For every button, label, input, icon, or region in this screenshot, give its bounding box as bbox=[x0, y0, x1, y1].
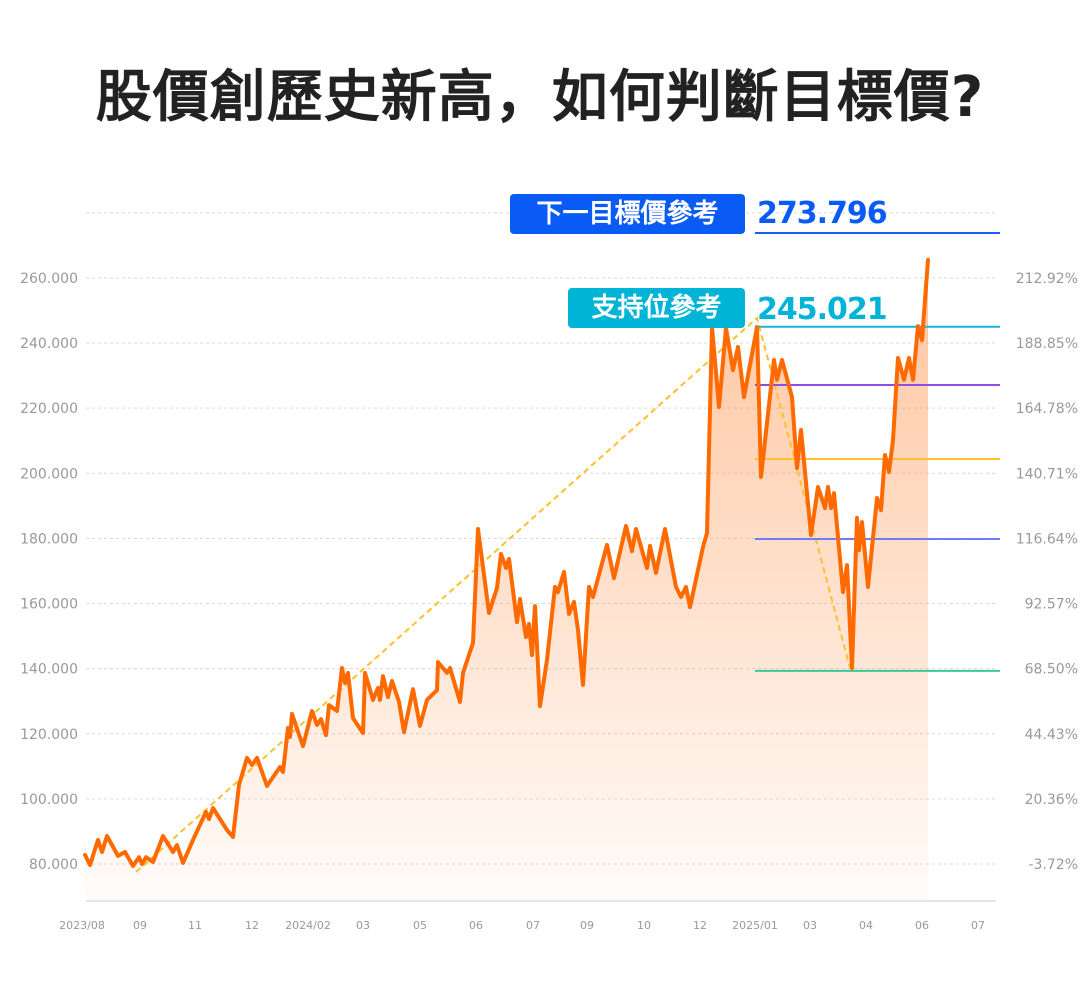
y-left-tick-label: 240.000 bbox=[20, 336, 78, 352]
y-right-tick-label: 140.71% bbox=[1016, 466, 1078, 482]
x-tick-label: 10 bbox=[637, 919, 651, 932]
x-tick-label: 06 bbox=[469, 919, 483, 932]
y-left-tick-label: 220.000 bbox=[20, 401, 78, 417]
support-level-label: 支持位參考 bbox=[568, 288, 745, 328]
support-level-value: 245.021 bbox=[757, 292, 888, 327]
page-title: 股價創歷史新高，如何判斷目標價? bbox=[95, 65, 985, 130]
y-left-tick-label: 260.000 bbox=[20, 271, 78, 287]
y-right-tick-label: 68.50% bbox=[1025, 662, 1078, 678]
price-line bbox=[83, 258, 930, 868]
y-right-tick-label: -3.72% bbox=[1028, 857, 1078, 873]
y-right-tick-label: 164.78% bbox=[1016, 401, 1078, 417]
y-right-tick-label: 20.36% bbox=[1025, 792, 1078, 808]
y-left-tick-label: 80.000 bbox=[29, 857, 78, 873]
y-right-tick-label: 92.57% bbox=[1025, 597, 1078, 613]
y-left-tick-label: 160.000 bbox=[20, 597, 78, 613]
x-tick-label: 09 bbox=[133, 919, 147, 932]
x-tick-label: 11 bbox=[188, 919, 202, 932]
x-tick-label: 04 bbox=[859, 919, 873, 932]
x-tick-label: 07 bbox=[526, 919, 540, 932]
y-right-tick-label: 188.85% bbox=[1016, 336, 1078, 352]
price-area-fill bbox=[85, 260, 928, 900]
trend-line bbox=[135, 316, 851, 873]
x-tick-label: 12 bbox=[693, 919, 707, 932]
y-left-tick-label: 200.000 bbox=[20, 466, 78, 482]
x-tick-label: 2023/08 bbox=[59, 919, 105, 932]
x-tick-label: 03 bbox=[803, 919, 817, 932]
y-right-tick-label: 44.43% bbox=[1025, 727, 1078, 743]
target-price-label: 下一目標價參考 bbox=[510, 194, 745, 234]
y-left-tick-label: 140.000 bbox=[20, 662, 78, 678]
y-left-tick-label: 120.000 bbox=[20, 727, 78, 743]
y-left-tick-label: 100.000 bbox=[20, 792, 78, 808]
x-tick-label: 06 bbox=[915, 919, 929, 932]
x-tick-label: 2025/01 bbox=[732, 919, 778, 932]
x-tick-label: 03 bbox=[356, 919, 370, 932]
x-tick-label: 12 bbox=[245, 919, 259, 932]
y-right-tick-label: 116.64% bbox=[1016, 531, 1078, 547]
x-tick-label: 05 bbox=[413, 919, 427, 932]
x-tick-label: 09 bbox=[580, 919, 594, 932]
y-left-tick-label: 180.000 bbox=[20, 531, 78, 547]
x-tick-label: 2024/02 bbox=[285, 919, 331, 932]
target-price-value: 273.796 bbox=[757, 196, 888, 231]
y-right-tick-label: 212.92% bbox=[1016, 271, 1078, 287]
x-tick-label: 07 bbox=[971, 919, 985, 932]
